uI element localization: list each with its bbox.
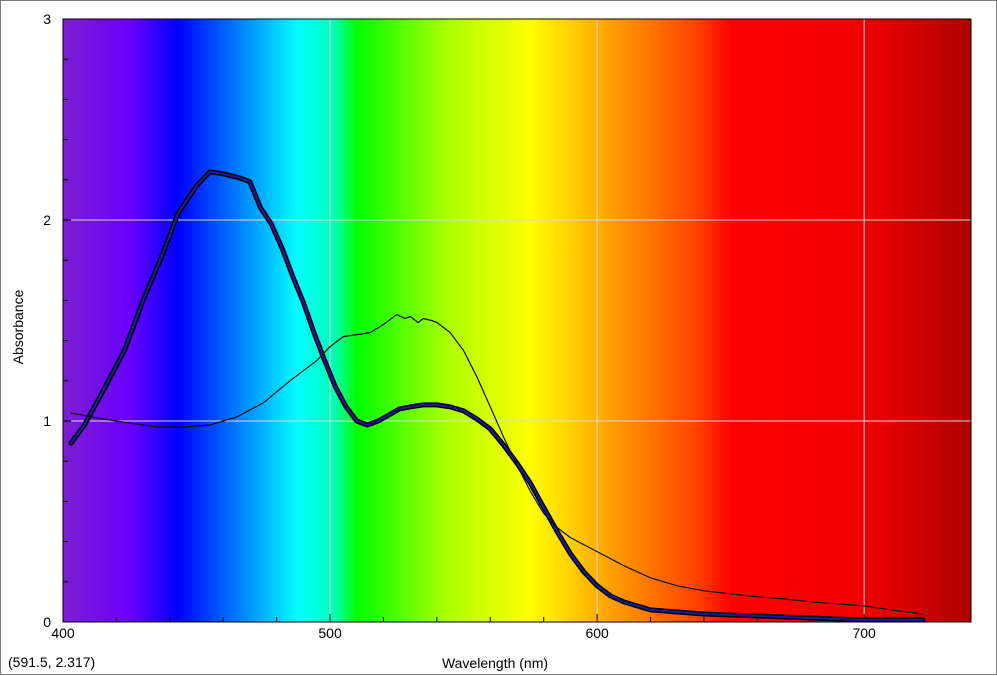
series-0-line[interactable]: [70, 170, 924, 621]
y-tick-label-3: 3: [43, 11, 51, 27]
x-axis-label: Wavelength (nm): [442, 655, 548, 671]
x-tick-label-700: 700: [852, 625, 876, 641]
plot-series[interactable]: [68, 169, 926, 623]
coordinate-readout: (591.5, 2.317): [8, 654, 96, 670]
x-tick-label-500: 500: [318, 625, 342, 641]
y-axis-label: Absorbance: [10, 289, 26, 364]
y-tick-label-1: 1: [43, 413, 51, 429]
grid-lines: [63, 19, 971, 622]
x-tick-label-400: 400: [51, 625, 75, 641]
x-tick-label-600: 600: [585, 625, 609, 641]
spectrum-background: [63, 19, 971, 622]
tick-labels: 400 500 600 700 0 1 2 3: [43, 11, 876, 641]
y-tick-label-0: 0: [43, 614, 51, 630]
plot-border: [62, 18, 972, 623]
y-tick-label-2: 2: [43, 212, 51, 228]
series-1-line[interactable]: [70, 313, 923, 615]
